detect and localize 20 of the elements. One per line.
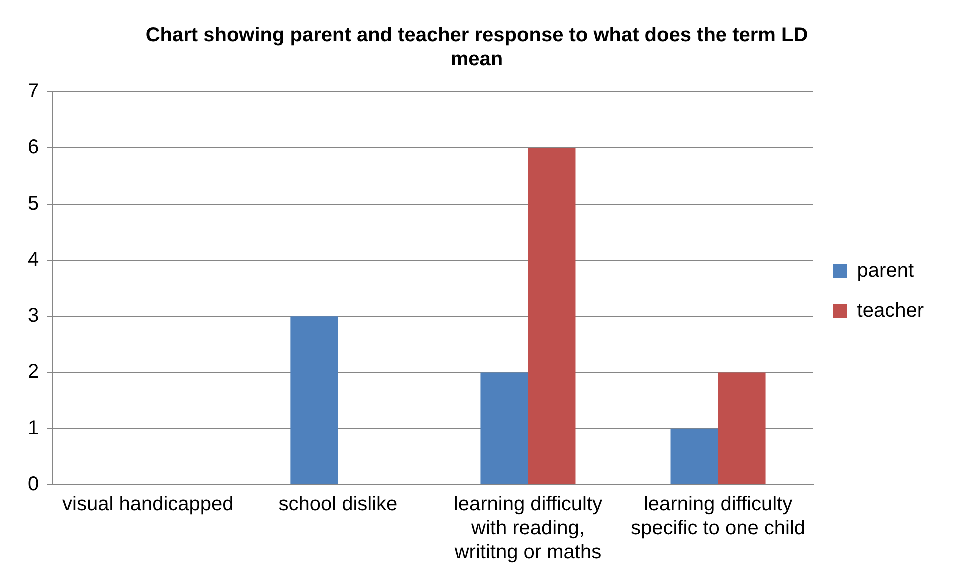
legend-label: parent (857, 260, 914, 282)
bar (670, 428, 718, 484)
x-tick-label: learning difficulty specific to one child (630, 494, 806, 540)
y-tick-label: 5 (28, 192, 40, 215)
y-tick-label: 3 (28, 305, 40, 328)
x-tick-label: learning difficulty with reading, writitng or maths (454, 494, 603, 564)
bar (480, 372, 528, 484)
bar (718, 372, 766, 484)
x-tick-label: visual handicapped (62, 494, 234, 516)
y-tick-label: 1 (28, 417, 40, 440)
bar (528, 148, 576, 484)
y-tick-label: 7 (28, 80, 40, 103)
y-tick-label: 4 (28, 248, 40, 271)
y-tick-label: 6 (28, 136, 40, 159)
legend-label: teacher (857, 300, 924, 322)
bar (290, 316, 338, 484)
y-tick-label: 2 (28, 361, 40, 384)
chart-title: Chart showing parent and teacher response to what does the term LD mean (146, 24, 808, 71)
x-tick-label: school dislike (278, 494, 398, 516)
y-tick-label: 0 (28, 474, 40, 496)
